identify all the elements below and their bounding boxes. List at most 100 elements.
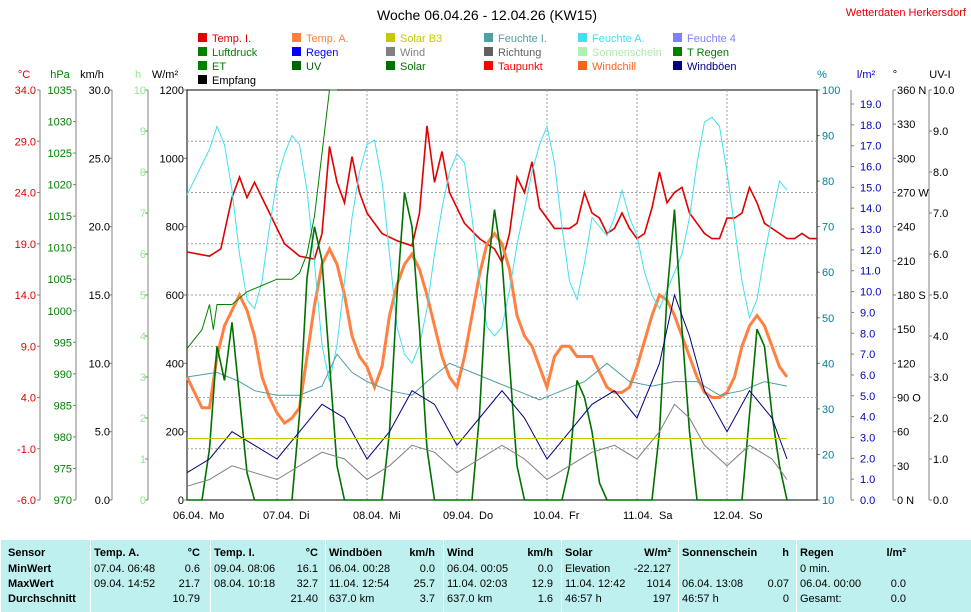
uv-tick-label: 2.0 [933,413,948,425]
stats-cell-value: 10.79 [172,593,200,605]
direction-tick-label: 210 [897,256,915,268]
humidity-tick-label: 20 [822,449,834,461]
rain-tick-label: 13.0 [860,224,881,236]
series-line-windb-en [186,293,788,474]
stats-cell-time: 11.04. 12:54 [329,578,390,590]
sun-tick-label: 6 [140,249,146,261]
legend-swatch [386,61,395,70]
rain-axis-unit: l/m² [857,69,876,81]
uv-axis-unit: UV-I [929,69,950,81]
stats-cell-value: 1.6 [537,593,553,605]
pressure-tick-label: 975 [54,463,72,475]
wind-axis-unit: km/h [80,69,104,81]
stats-cell-time: 06.04. 00:05 [447,563,509,575]
wind-tick-label: 5.0 [95,427,110,439]
temp-tick-label: -6.0 [17,495,36,507]
stats-cell-time: 0 min. [800,563,830,575]
uv-tick-label: 4.0 [933,331,948,343]
pressure-tick-label: 1005 [48,274,72,286]
legend-swatch [484,47,493,56]
direction-tick-label: 30 [897,461,909,473]
rain-tick-label: 0.0 [860,495,875,507]
series-line-luftdruck [186,89,337,349]
stats-header: Sensor [8,547,46,559]
stats-cell-value: 0.6 [184,563,200,575]
day-date-label: 08.04. [353,510,384,522]
sun-tick-label: 7 [140,208,146,220]
stats-cell-value: 16.1 [296,563,318,575]
stats-cell-time: 11.04. 12:42 [565,578,626,590]
stats-cell-value: 0.0 [419,563,435,575]
direction-tick-label: 60 [897,427,909,439]
rain-tick-label: 7.0 [860,349,875,361]
legend-swatch [198,47,207,56]
series-line-feuchte-a- [186,116,788,382]
legend-label: ET [212,61,226,73]
legend-swatch [198,75,207,84]
stats-header: Windböen [329,547,383,559]
chart-title: Woche 06.04.26 - 12.04.26 (KW15) [377,7,597,23]
legend-label: Feuchte A. [592,33,645,45]
stats-cell-time: 08.04. 10:18 [214,578,276,590]
rain-tick-label: 4.0 [860,412,875,424]
direction-tick-label: 0 N [897,495,914,507]
stats-cell-value: 0.0 [890,578,906,590]
stats-cell-time: 06.04. 00:00 [800,578,862,590]
direction-tick-label: 150 [897,324,915,336]
legend-label: Temp. A. [306,33,349,45]
legend-label: Sonnenschein [592,47,662,59]
legend-label: Solar B3 [400,33,442,45]
pressure-tick-label: 1010 [48,243,72,255]
temp-tick-label: 29.0 [15,136,36,148]
stats-column-divider [561,540,562,612]
stats-column-divider [210,540,211,612]
stats-header-unit: km/h [409,547,435,559]
humidity-tick-label: 60 [822,267,834,279]
stats-cell-value: 197 [652,593,671,605]
day-name-label: Di [299,510,309,522]
wind-tick-label: 10.0 [89,358,110,370]
legend-swatch [484,61,493,70]
sun-tick-label: 9 [140,126,146,138]
legend-label: Luftdruck [212,47,258,59]
legend-label: Windchill [592,61,636,73]
rain-tick-label: 2.0 [860,453,875,465]
series-line-solar [187,192,788,501]
sun-tick-label: 0 [140,495,146,507]
legend-label: Taupunkt [498,61,543,73]
day-name-label: Mi [389,510,401,522]
rain-tick-label: 14.0 [860,203,881,215]
stats-cell-time: Elevation [565,563,611,575]
sun-tick-label: 3 [140,372,146,384]
weather-chart: Woche 06.04.26 - 12.04.26 (KW15) Wetterd… [15,7,967,522]
direction-axis-unit: ° [893,69,897,81]
humidity-tick-label: 70 [822,222,834,234]
temp-tick-label: 4.0 [21,393,36,405]
direction-tick-label: 120 [897,358,915,370]
uv-tick-label: 8.0 [933,167,948,179]
day-date-label: 12.04. [713,510,744,522]
stats-cell-time: 46:57 h [682,593,719,605]
day-name-label: So [749,510,762,522]
legend-label: Solar [400,61,426,73]
stats-header-unit: °C [187,547,200,559]
legend-label: Temp. I. [212,33,251,45]
stats-cell-time: 09.04. 14:52 [94,578,156,590]
solar-tick-label: 800 [166,222,184,234]
stats-row-label: MinWert [8,563,52,575]
stats-cell-value: -22.127 [633,563,671,575]
day-name-label: Fr [569,510,580,522]
rain-tick-label: 15.0 [860,182,881,194]
legend-swatch [386,33,395,42]
stats-header: Sonnenschein [682,547,758,559]
legend-swatch [292,33,301,42]
series-line-temp-i- [186,125,817,265]
stats-cell-time: 06.04. 13:08 [682,578,744,590]
sun-axis-unit: h [135,69,141,81]
direction-tick-label: 300 [897,153,915,165]
day-date-label: 10.04. [533,510,564,522]
rain-tick-label: 10.0 [860,287,881,299]
sun-tick-label: 1 [140,454,146,466]
pressure-tick-label: 1020 [48,180,72,192]
rain-tick-label: 17.0 [860,141,881,153]
